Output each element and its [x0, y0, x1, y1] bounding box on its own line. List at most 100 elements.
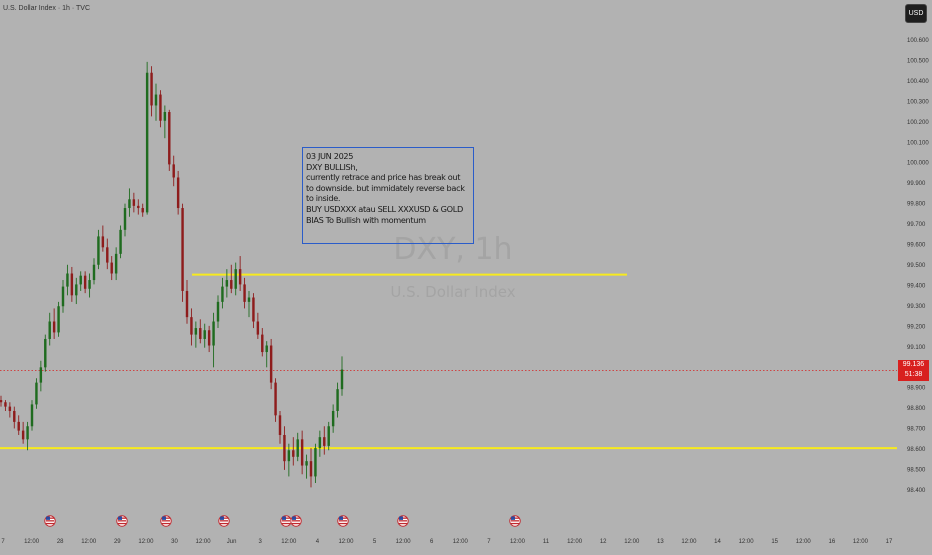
- bearish-candle: [252, 293, 255, 329]
- candle-body: [114, 253, 118, 274]
- price-tick-label: 100.400: [907, 79, 929, 85]
- bullish-candle: [318, 430, 322, 457]
- candle-body: [106, 247, 109, 263]
- us-event-icon[interactable]: [160, 515, 172, 527]
- bearish-candle: [300, 430, 304, 475]
- price-tick-label: 100.100: [907, 140, 929, 146]
- us-event-icon[interactable]: [397, 515, 409, 527]
- bearish-candle: [150, 66, 153, 117]
- flag-canton: [399, 516, 403, 520]
- candle-body: [83, 275, 87, 289]
- flag-stripe: [511, 520, 519, 522]
- event-markers[interactable]: [44, 515, 521, 527]
- note-line: 03 JUN 2025: [306, 151, 354, 161]
- time-tick-label: 12:00: [396, 539, 412, 545]
- candle-body: [230, 280, 233, 289]
- bearish-candle: [199, 319, 202, 344]
- analysis-note[interactable]: 03 JUN 2025 DXY BULLISh, currently retra…: [302, 147, 474, 244]
- price-tick-label: 99.500: [907, 263, 926, 269]
- candle-body: [327, 426, 330, 446]
- time-tick-label: 12:00: [624, 539, 640, 545]
- flag-stripe: [339, 522, 347, 525]
- candle-body: [207, 330, 211, 346]
- candle-body: [141, 208, 144, 213]
- bearish-candle: [323, 426, 326, 455]
- candle-body: [283, 434, 286, 462]
- currency-button[interactable]: USD: [905, 4, 927, 23]
- us-event-icon[interactable]: [116, 515, 128, 527]
- candle-body: [70, 273, 74, 296]
- bearish-candle: [269, 338, 273, 390]
- price-axis[interactable]: 100.600 100.500 100.400 100.300 100.200 100.1…: [897, 0, 932, 550]
- flag-stripe: [339, 520, 347, 522]
- bearish-candle: [283, 426, 286, 470]
- note-line: BUY USDXXX atau SELL XXXUSD & GOLD: [306, 203, 463, 214]
- flag-canton: [511, 516, 515, 520]
- bearish-candle: [137, 199, 140, 215]
- current-price-label: 99.136 51:38: [898, 360, 929, 381]
- candle-body: [292, 450, 295, 457]
- flag-stripe: [220, 520, 228, 522]
- bearish-candle: [4, 400, 7, 411]
- candle-body: [221, 286, 224, 302]
- candle-body: [101, 236, 105, 248]
- watermark-name: U.S. Dollar Index: [390, 283, 516, 301]
- time-tick-label: 12:00: [567, 539, 583, 545]
- us-event-icon[interactable]: [337, 515, 349, 527]
- candle-body: [181, 208, 184, 291]
- bullish-candle: [39, 360, 43, 392]
- time-tick-label: 12:00: [81, 539, 97, 545]
- flag-canton: [339, 516, 343, 520]
- symbol-title[interactable]: U.S. Dollar Index · 1h · TVC: [3, 5, 91, 12]
- flag-canton: [282, 516, 286, 520]
- price-tick-label: 98.900: [907, 386, 926, 392]
- price-tick-label: 98.600: [907, 447, 926, 453]
- flag-stripe: [46, 520, 54, 522]
- bullish-candle: [128, 188, 131, 217]
- candle-body: [35, 382, 38, 405]
- bearish-candle: [83, 271, 87, 294]
- us-event-icon[interactable]: [509, 515, 521, 527]
- bullish-candle: [75, 277, 78, 305]
- us-event-icon[interactable]: [44, 515, 56, 527]
- bearish-candle: [21, 421, 25, 444]
- bullish-candle: [194, 321, 198, 348]
- bearish-candle: [172, 155, 175, 187]
- us-event-icon[interactable]: [218, 515, 230, 527]
- price-tick-label: 98.700: [907, 427, 926, 433]
- bullish-candle: [30, 400, 34, 431]
- time-axis[interactable]: 7 12:00 28 12:00 29 12:00 30 12:00 Jun 3 12:00 4 12:…: [1, 539, 893, 545]
- us-event-icon[interactable]: [280, 515, 292, 527]
- candle-body: [75, 284, 78, 296]
- horizontal-levels[interactable]: [0, 273, 897, 450]
- flag-canton: [118, 516, 122, 520]
- candle-body: [137, 205, 140, 209]
- candle-body: [252, 297, 255, 322]
- candle-body: [8, 406, 12, 411]
- price-axis-bg: [897, 0, 932, 550]
- bearish-candle: [243, 277, 246, 309]
- candle-body: [48, 321, 51, 339]
- candle-body: [336, 389, 339, 411]
- flag-stripe: [511, 522, 519, 525]
- candle-body: [123, 208, 127, 230]
- candle-body: [163, 112, 167, 121]
- bearish-candle: [207, 325, 211, 353]
- candle-body: [216, 301, 220, 322]
- candle-body: [265, 345, 268, 353]
- candle-body: [234, 269, 237, 289]
- flag-stripe: [118, 522, 126, 525]
- candle-body: [190, 317, 193, 335]
- candle-body: [256, 321, 260, 335]
- flag-stripe: [282, 522, 290, 525]
- bearish-candle: [181, 203, 184, 302]
- candle-body: [314, 448, 317, 477]
- bearish-candle: [70, 266, 74, 302]
- time-tick-label: 28: [57, 539, 64, 545]
- candle-body: [323, 437, 326, 446]
- price-tick-label: 99.300: [907, 304, 926, 310]
- us-event-icon[interactable]: [290, 515, 302, 527]
- time-tick-label: 14: [714, 539, 721, 545]
